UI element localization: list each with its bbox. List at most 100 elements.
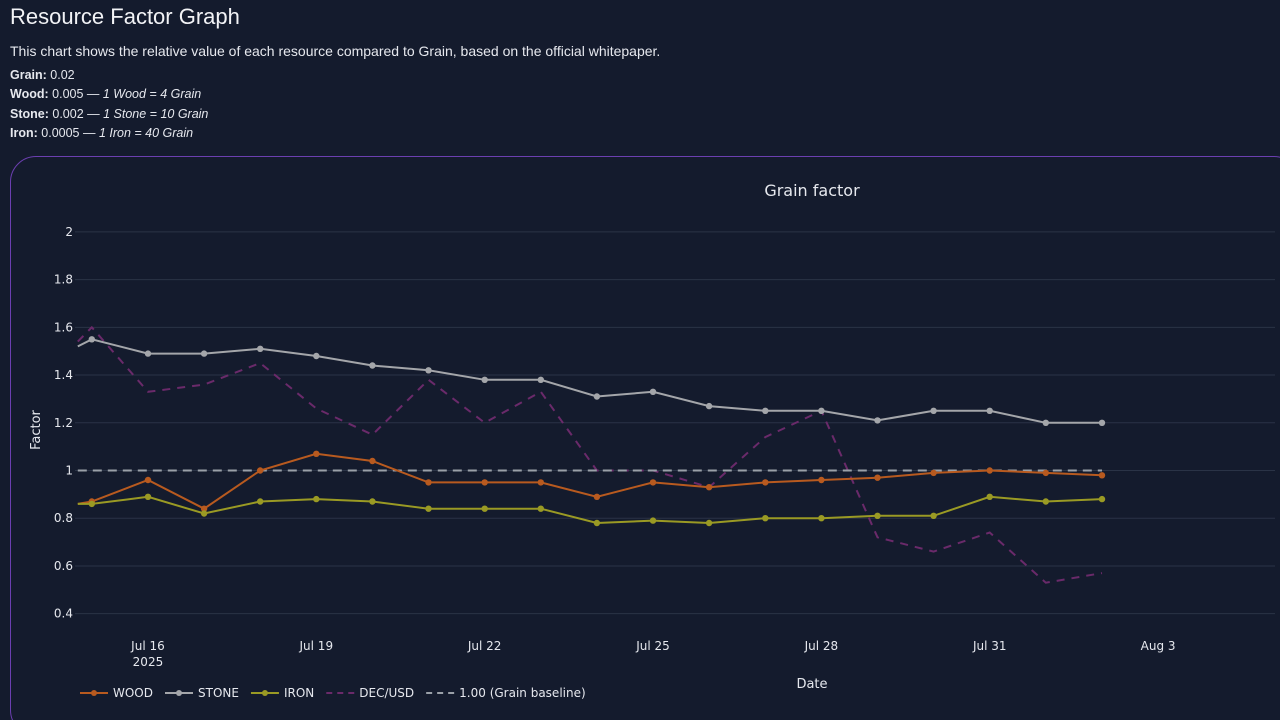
data-point-iron[interactable] bbox=[369, 498, 376, 505]
data-point-stone[interactable] bbox=[1042, 419, 1050, 426]
data-point-wood[interactable] bbox=[762, 479, 769, 486]
chart-card bbox=[10, 156, 1280, 720]
data-point-wood[interactable] bbox=[537, 479, 544, 486]
data-point-iron[interactable] bbox=[818, 515, 825, 522]
data-point-wood[interactable] bbox=[818, 476, 825, 484]
rate-value: 0.005 — bbox=[52, 87, 103, 102]
data-point-wood[interactable] bbox=[1098, 472, 1106, 479]
data-point-wood[interactable] bbox=[144, 476, 152, 484]
series-line-stone bbox=[77, 338, 1102, 424]
data-point-stone[interactable] bbox=[144, 350, 152, 357]
data-point-stone[interactable] bbox=[986, 407, 993, 414]
data-point-wood[interactable] bbox=[930, 469, 937, 477]
y-tick-label: 2 bbox=[65, 225, 73, 239]
data-point-stone[interactable] bbox=[818, 407, 825, 414]
series-line-wood bbox=[77, 452, 1103, 510]
x-tick-label: Jul 22 bbox=[467, 639, 502, 653]
data-point-iron[interactable] bbox=[425, 505, 432, 512]
y-tick-label: 1 bbox=[65, 464, 73, 478]
data-point-iron[interactable] bbox=[593, 519, 601, 527]
series-line-iron bbox=[77, 495, 1103, 525]
data-point-wood[interactable] bbox=[369, 457, 376, 465]
axis-layer: 0.4 0.6 0.8 1 1.2 1.4 1.6 1.8 2 Jul 16 2025 Jul 19 J… bbox=[54, 225, 1176, 669]
x-tick-label: Jul 28 bbox=[804, 639, 839, 653]
data-point-iron[interactable] bbox=[1042, 498, 1050, 505]
data-point-stone[interactable] bbox=[369, 362, 376, 369]
data-point-stone[interactable] bbox=[1098, 419, 1106, 426]
rate-value: 0.02 bbox=[50, 68, 75, 82]
data-point-stone[interactable] bbox=[257, 345, 264, 352]
x-tick-label: Jul 31 bbox=[972, 639, 1007, 653]
legend-item-baseline[interactable]: 1.00 (Grain baseline) bbox=[426, 686, 586, 700]
data-point-wood[interactable] bbox=[425, 479, 432, 486]
data-point-iron[interactable] bbox=[986, 493, 993, 500]
data-point-stone[interactable] bbox=[762, 407, 769, 414]
x-axis-title: Date bbox=[796, 677, 827, 692]
y-tick-label: 0.4 bbox=[54, 607, 73, 621]
data-point-stone[interactable] bbox=[313, 352, 320, 360]
x-tick-label: Jul 16 bbox=[130, 639, 165, 653]
data-point-wood[interactable] bbox=[1042, 469, 1050, 477]
data-point-stone[interactable] bbox=[200, 350, 208, 357]
y-tick-label: 1.6 bbox=[54, 320, 73, 334]
data-point-iron[interactable] bbox=[649, 517, 657, 524]
data-point-stone[interactable] bbox=[537, 376, 544, 383]
data-point-iron[interactable] bbox=[200, 510, 208, 517]
series-stone bbox=[77, 336, 1106, 426]
data-point-wood[interactable] bbox=[874, 474, 881, 481]
rate-name: Stone: bbox=[10, 106, 49, 121]
data-point-iron[interactable] bbox=[88, 500, 96, 508]
y-tick-label: 0.8 bbox=[54, 511, 73, 525]
series-wood bbox=[77, 450, 1106, 512]
rate-value: 0.002 — bbox=[52, 106, 104, 121]
data-point-stone[interactable] bbox=[593, 393, 601, 400]
chart-title: Grain factor bbox=[764, 181, 860, 200]
data-point-stone[interactable] bbox=[425, 367, 432, 374]
legend-marker bbox=[176, 690, 182, 696]
data-point-stone[interactable] bbox=[88, 336, 96, 343]
data-point-wood[interactable] bbox=[313, 450, 320, 457]
legend-label: 1.00 (Grain baseline) bbox=[459, 686, 586, 700]
legend-item-iron[interactable]: IRON bbox=[250, 686, 314, 700]
data-point-wood[interactable] bbox=[200, 505, 208, 512]
rate-row-grain: Grain: 0.02 bbox=[10, 66, 208, 85]
data-point-stone[interactable] bbox=[481, 376, 488, 383]
data-point-stone[interactable] bbox=[874, 417, 881, 424]
rate-note: 1 Iron = 40 Grain bbox=[98, 126, 194, 141]
data-point-iron[interactable] bbox=[1098, 495, 1106, 503]
data-point-wood[interactable] bbox=[481, 479, 488, 486]
data-point-iron[interactable] bbox=[144, 493, 152, 500]
data-point-iron[interactable] bbox=[481, 505, 488, 512]
legend-label: DEC/USD bbox=[359, 686, 414, 700]
data-point-wood[interactable] bbox=[257, 467, 264, 474]
data-point-iron[interactable] bbox=[257, 498, 264, 505]
series-layer bbox=[77, 325, 1106, 584]
y-tick-label: 1.4 bbox=[54, 368, 73, 382]
rate-value: 0.0005 — bbox=[41, 126, 99, 141]
rate-note: 1 Wood = 4 Grain bbox=[102, 87, 202, 102]
data-point-iron[interactable] bbox=[930, 512, 937, 519]
legend-item-stone[interactable]: STONE bbox=[165, 686, 239, 700]
data-point-iron[interactable] bbox=[762, 515, 769, 522]
rate-row-wood: Wood: 0.005 — 1 Wood = 4 Grain bbox=[10, 85, 208, 104]
data-point-stone[interactable] bbox=[649, 388, 657, 395]
data-point-iron[interactable] bbox=[705, 519, 713, 527]
legend-item-wood[interactable]: WOOD bbox=[80, 686, 153, 700]
rate-note: 1 Stone = 10 Grain bbox=[103, 106, 209, 121]
legend-marker bbox=[91, 690, 97, 696]
data-point-iron[interactable] bbox=[313, 495, 320, 503]
data-point-wood[interactable] bbox=[593, 493, 601, 500]
rate-name: Iron: bbox=[10, 126, 38, 141]
data-point-wood[interactable] bbox=[986, 467, 993, 474]
data-point-stone[interactable] bbox=[930, 407, 937, 414]
data-point-iron[interactable] bbox=[874, 512, 881, 519]
legend-item-decusd[interactable]: DEC/USD bbox=[326, 686, 414, 700]
data-point-iron[interactable] bbox=[537, 505, 544, 512]
page-title: Resource Factor Graph bbox=[10, 4, 240, 29]
data-point-wood[interactable] bbox=[649, 479, 657, 486]
data-point-wood[interactable] bbox=[705, 484, 713, 491]
data-point-stone[interactable] bbox=[705, 402, 713, 410]
rate-name: Wood: bbox=[10, 87, 49, 102]
